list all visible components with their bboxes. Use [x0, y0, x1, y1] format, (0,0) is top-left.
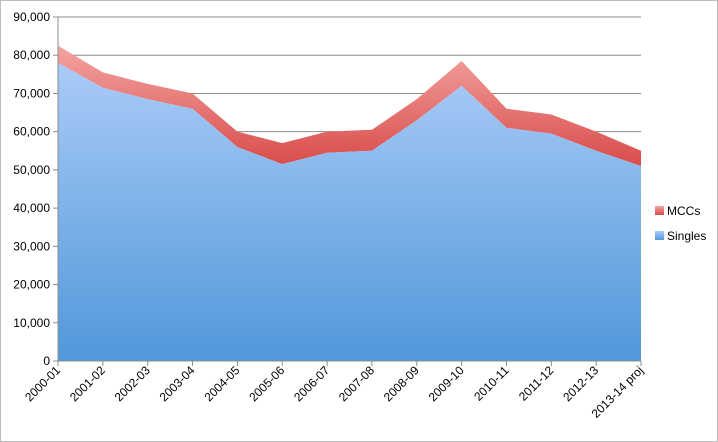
- y-tick-label: 80,000: [13, 48, 50, 62]
- y-tick-label: 10,000: [13, 316, 50, 330]
- x-tick-label: 2000-01: [22, 363, 63, 404]
- legend: MCCs Singles: [655, 204, 706, 243]
- series-area-singles: [58, 62, 641, 361]
- x-tick-label: 2002-03: [112, 363, 153, 404]
- legend-label-mccs: MCCs: [667, 204, 700, 218]
- x-tick-label: 2006-07: [291, 363, 332, 404]
- x-tick-labels: 2000-01 2001-02 2002-03 2003-04 2004-05 2005-…: [22, 363, 646, 421]
- series-area-mccs: [58, 45, 641, 167]
- x-tick-label: 2007-08: [336, 363, 377, 404]
- legend-swatch-singles: [655, 231, 664, 240]
- y-tick-label: 0: [43, 354, 50, 368]
- y-tick-label: 30,000: [13, 239, 50, 253]
- x-tick-label: 2010-11: [471, 363, 512, 404]
- x-tick-label: 2004-05: [201, 363, 242, 404]
- legend-label-singles: Singles: [667, 229, 706, 243]
- x-tick-label: 2001-02: [67, 363, 108, 404]
- legend-swatch-mccs: [655, 206, 664, 215]
- y-tick-label: 90,000: [13, 10, 50, 24]
- axes: [53, 16, 642, 366]
- y-tick-labels: 0 10,000 20,000 30,000 40,000 50,000 60,000 70,…: [13, 10, 50, 368]
- series-areas: [58, 45, 641, 361]
- y-tick-label: 60,000: [13, 125, 50, 139]
- x-tick-label: 2003-04: [157, 363, 198, 404]
- y-tick-label: 50,000: [13, 163, 50, 177]
- y-tick-label: 40,000: [13, 201, 50, 215]
- x-tick-label: 2009-10: [426, 363, 467, 404]
- y-tick-label: 70,000: [13, 86, 50, 100]
- x-tick-label: 2005-06: [246, 363, 287, 404]
- x-tick-label: 2008-09: [381, 363, 422, 404]
- x-tick-label: 2012-13: [560, 363, 601, 404]
- y-tick-label: 20,000: [13, 278, 50, 292]
- x-tick-label: 2011-12: [516, 363, 557, 404]
